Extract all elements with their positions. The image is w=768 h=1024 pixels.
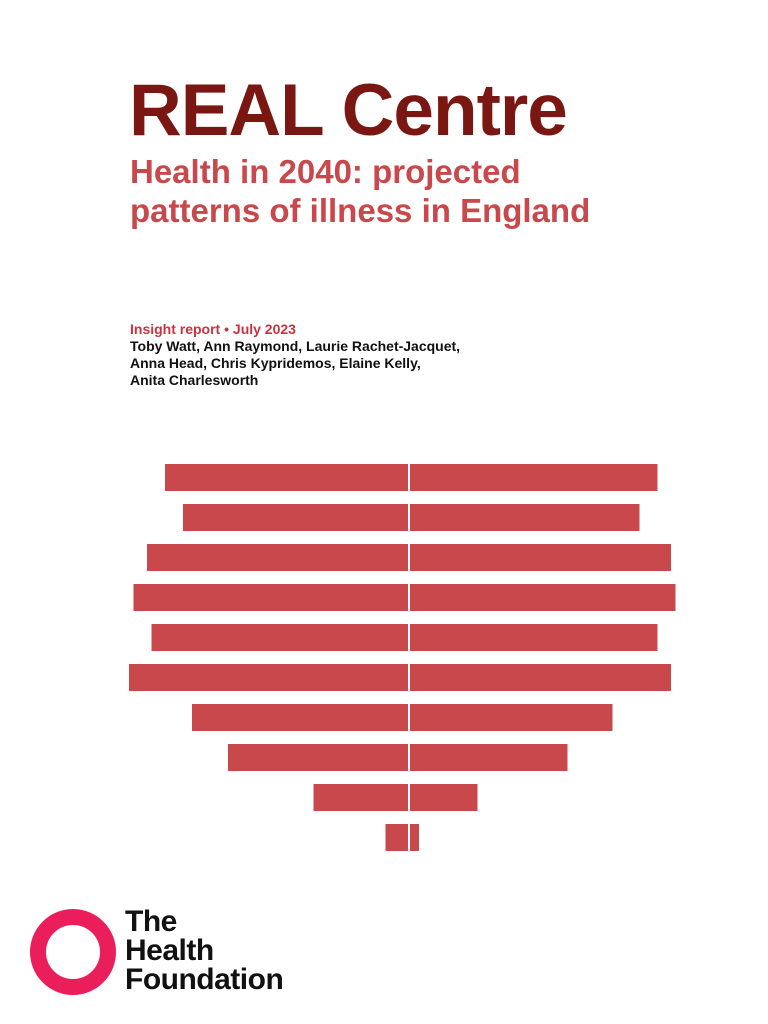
bar-left-2 — [183, 504, 408, 531]
subtitle-line-2: patterns of illness in England — [130, 192, 591, 229]
bar-left-4 — [133, 584, 408, 611]
bar-right-3 — [410, 544, 671, 571]
authors-line-1: Toby Watt, Ann Raymond, Laurie Rachet-Ja… — [130, 338, 461, 354]
report-type-date: Insight report • July 2023 — [130, 321, 296, 337]
logo-wordmark: The Health Foundation — [125, 905, 284, 996]
bar-left-7 — [192, 704, 408, 731]
report-meta: Insight report • July 2023 Toby Watt, An… — [130, 321, 460, 389]
bar-left-3 — [147, 544, 408, 571]
bar-right-10 — [410, 824, 419, 851]
circle-ring-icon — [30, 909, 116, 995]
bar-left-10 — [385, 824, 408, 851]
bar-right-2 — [410, 504, 640, 531]
bar-right-8 — [410, 744, 568, 771]
bar-left-6 — [129, 664, 408, 691]
bar-right-9 — [410, 784, 478, 811]
logo-line-2: Health — [125, 934, 214, 967]
logo-line-1: The — [125, 905, 177, 938]
report-subtitle: Health in 2040: projected patterns of il… — [130, 152, 730, 230]
bar-right-4 — [410, 584, 676, 611]
bar-left-5 — [151, 624, 408, 651]
authors-line-2: Anna Head, Chris Kypridemos, Elaine Kell… — [130, 355, 421, 371]
bar-left-1 — [165, 464, 408, 491]
bar-right-7 — [410, 704, 613, 731]
report-series-title: REAL Centre — [129, 70, 568, 151]
subtitle-line-1: Health in 2040: projected — [130, 153, 521, 190]
bar-right-5 — [410, 624, 658, 651]
bar-left-9 — [313, 784, 408, 811]
bar-right-6 — [410, 664, 671, 691]
health-foundation-logo: The Health Foundation — [30, 907, 320, 997]
authors-line-3: Anita Charlesworth — [130, 372, 259, 388]
logo-line-3: Foundation — [125, 963, 284, 996]
bar-right-1 — [410, 464, 658, 491]
bar-left-8 — [228, 744, 408, 771]
